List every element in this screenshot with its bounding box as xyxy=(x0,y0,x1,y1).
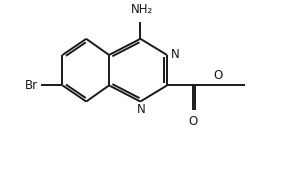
Text: O: O xyxy=(214,69,223,82)
Text: Br: Br xyxy=(25,79,38,92)
Text: N: N xyxy=(137,103,146,116)
Text: N: N xyxy=(171,48,180,61)
Text: NH₂: NH₂ xyxy=(131,3,153,16)
Text: O: O xyxy=(188,115,197,128)
